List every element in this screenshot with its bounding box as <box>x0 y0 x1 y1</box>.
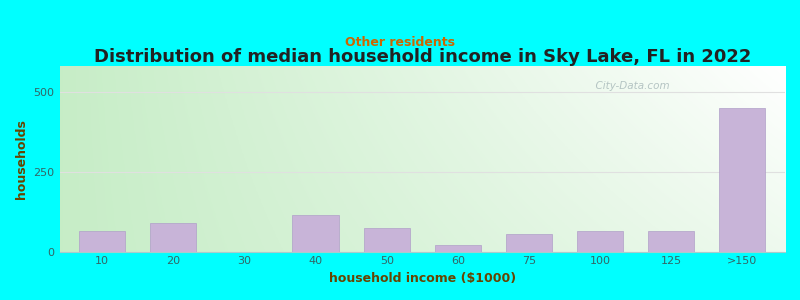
Bar <box>434 245 481 252</box>
Text: City-Data.com: City-Data.com <box>589 81 670 91</box>
Bar <box>79 231 126 252</box>
Title: Distribution of median household income in Sky Lake, FL in 2022: Distribution of median household income … <box>94 48 751 66</box>
Bar <box>719 108 766 252</box>
Text: Other residents: Other residents <box>345 37 455 50</box>
X-axis label: household income ($1000): household income ($1000) <box>329 272 516 285</box>
Bar <box>506 234 552 252</box>
Bar <box>363 228 410 252</box>
Bar <box>648 231 694 252</box>
Bar <box>293 215 338 252</box>
Bar <box>577 231 623 252</box>
Bar <box>150 223 197 252</box>
Y-axis label: households: households <box>15 119 28 199</box>
